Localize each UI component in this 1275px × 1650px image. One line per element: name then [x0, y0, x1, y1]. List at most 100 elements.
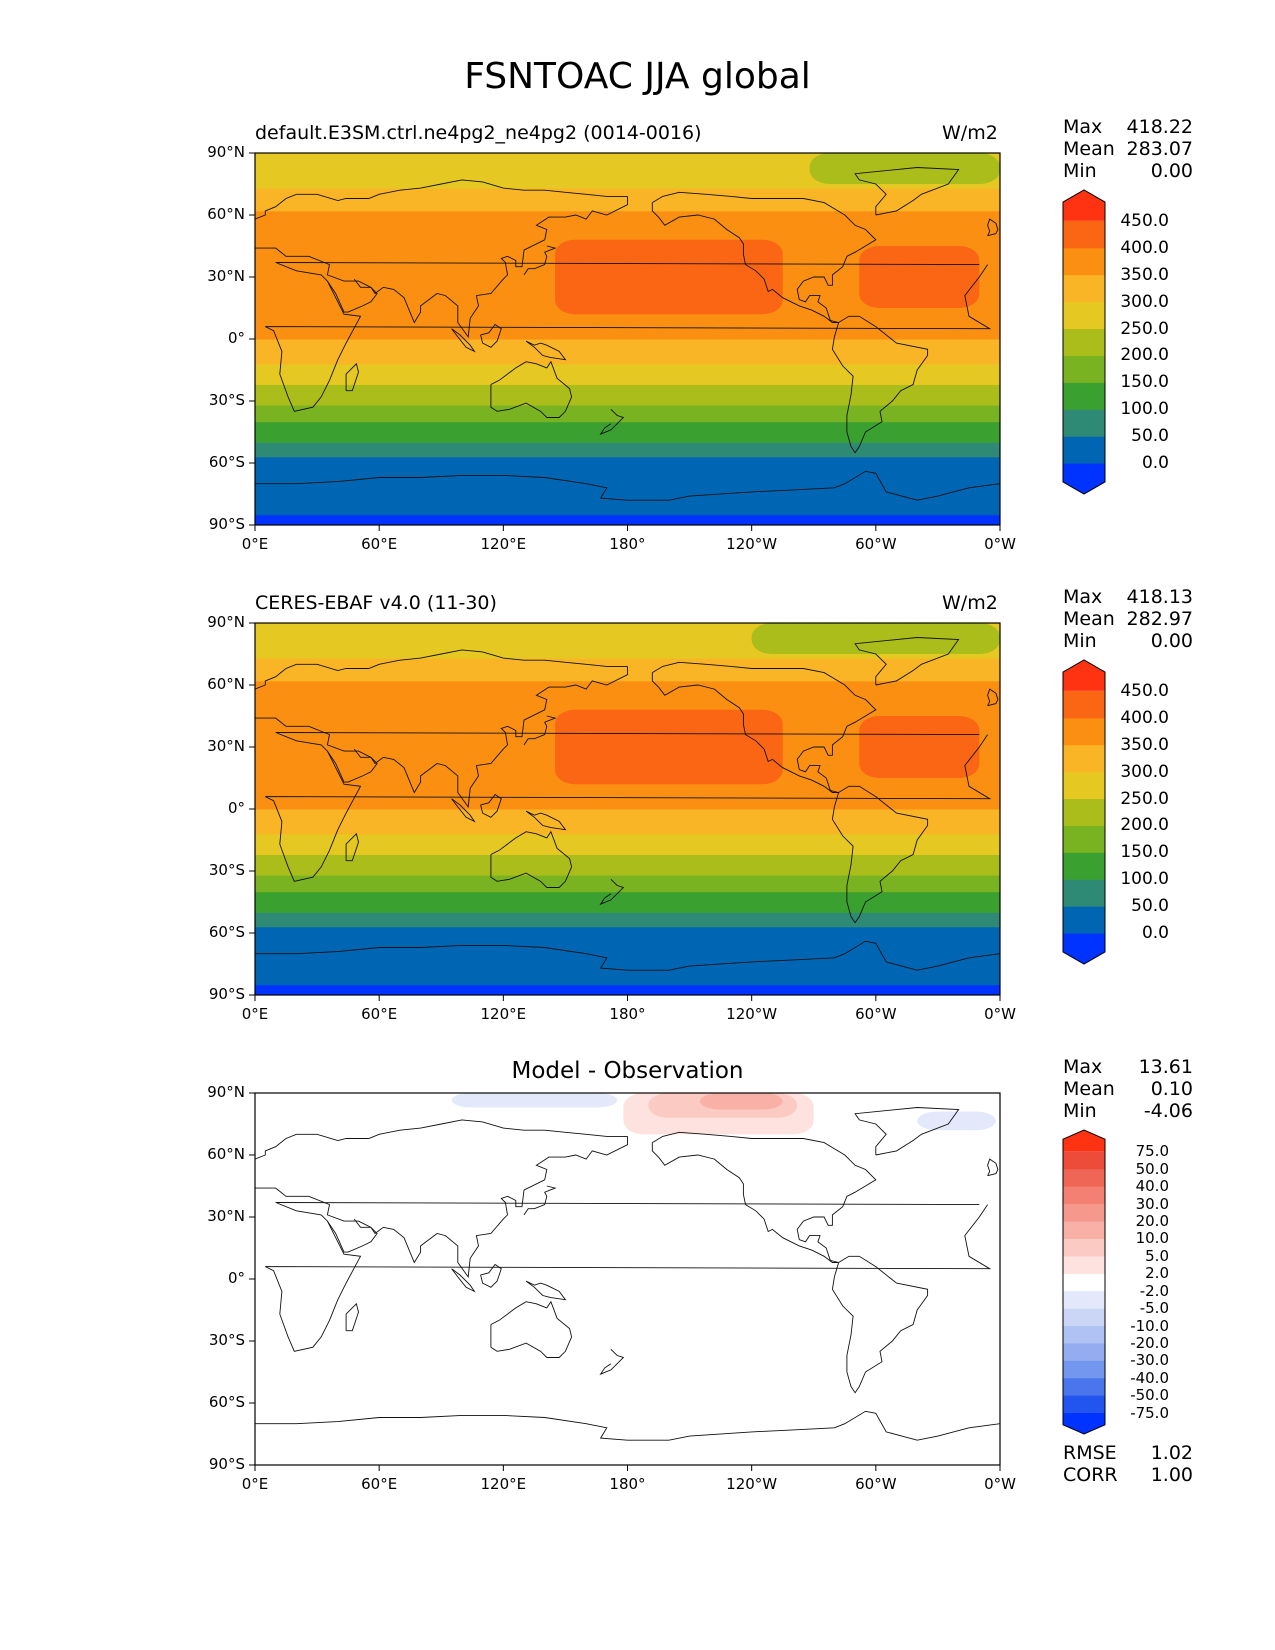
metric-corr: CORR 1.00 [1063, 1464, 1193, 1486]
field-layer [255, 1093, 1000, 1465]
coastline [525, 810, 567, 831]
coastline [451, 328, 476, 353]
colorbar-cell [1063, 1395, 1105, 1414]
colorbar-tick-label: -30.0 [1130, 1351, 1169, 1370]
x-tick-label: 60°E [361, 1475, 398, 1493]
colorbar-tick-label: 50.0 [1135, 1159, 1169, 1178]
coastline [327, 278, 378, 313]
coastline [255, 940, 1000, 971]
colorbar-tick-label: -50.0 [1130, 1386, 1169, 1405]
coastline [490, 360, 573, 418]
coastline [651, 661, 877, 793]
panel-title: Model - Observation [511, 1058, 744, 1084]
colorbar-cell [1063, 1412, 1105, 1434]
y-tick-label: 60°N [207, 205, 245, 223]
lat-band [255, 442, 1000, 458]
x-tick-label: 120°W [726, 1005, 778, 1023]
coastline [255, 196, 628, 339]
colorbar-tick-label: -5.0 [1139, 1299, 1169, 1318]
colorbar-cell [1063, 220, 1105, 249]
colorbar-cell [1063, 190, 1105, 221]
field-background [255, 1093, 1000, 1465]
colorbar-outline [1062, 659, 1106, 965]
colorbar-tick-label: 450.0 [1120, 680, 1169, 701]
stat-max: Max 418.13 [1063, 586, 1193, 608]
panel-units: W/m2 [942, 122, 998, 144]
y-tick-label: 60°S [208, 923, 245, 941]
colorbar-tick-label: -40.0 [1130, 1368, 1169, 1387]
x-tick-label: 0°E [241, 1475, 269, 1493]
lat-band [255, 782, 1000, 810]
coastline [987, 1158, 999, 1177]
colorbar-cell [1063, 798, 1105, 826]
map-panel-difference: Model - Observation Max 13.61 Mean 0.10 Mi… [0, 940, 1275, 1500]
coastline [255, 179, 628, 220]
x-tick-label: 120°E [480, 1475, 527, 1493]
coastline [599, 408, 625, 436]
figure-title: FSNTOAC JJA global [464, 56, 811, 97]
lat-band [255, 312, 1000, 340]
x-tick-label: 120°W [726, 1475, 778, 1493]
coastline [480, 793, 502, 818]
field-patch [859, 716, 980, 778]
coastline [651, 1131, 877, 1263]
colorbar-cell [1063, 382, 1105, 410]
colorbar-tick-label: 450.0 [1120, 210, 1169, 231]
y-tick-label: 0° [227, 799, 245, 817]
coastline [854, 1107, 960, 1156]
colorbar-tick-label: 150.0 [1120, 842, 1169, 863]
coastline [265, 1202, 992, 1352]
panel-units: W/m2 [942, 592, 998, 614]
y-tick-label: 90°N [207, 143, 245, 161]
x-tick-label: 60°W [855, 1475, 897, 1493]
x-tick-label: 60°E [361, 1005, 398, 1023]
colorbar-cell [1063, 1168, 1105, 1187]
colorbar-tick-label: 200.0 [1120, 345, 1169, 366]
colorbar-cell [1063, 660, 1105, 691]
panel-title: CERES-EBAF v4.0 (11-30) [255, 592, 497, 614]
stats-block: Max 418.22 Mean 283.07 Min 0.00 [1063, 116, 1193, 182]
y-tick-label: 0° [227, 329, 245, 347]
y-tick-label: 30°S [208, 391, 245, 409]
y-tick-label: 90°S [208, 985, 245, 1003]
map-panel-test: default.E3SM.ctrl.ne4pg2_ne4pg2 (0014-00… [0, 0, 1275, 553]
stat-min: Min -4.06 [1063, 1100, 1193, 1122]
colorbar-cell [1063, 1325, 1105, 1344]
coastline [831, 315, 929, 454]
coastline [854, 637, 960, 686]
x-tick-label: 0°W [984, 1005, 1016, 1023]
colorbar-cell [1063, 906, 1105, 934]
colorbar-cell [1063, 1377, 1105, 1396]
colorbar-cell [1063, 771, 1105, 800]
colorbar-tick-label: 300.0 [1120, 291, 1169, 312]
coastline [255, 666, 628, 809]
lat-band [255, 926, 1000, 986]
colorbar-cell [1063, 436, 1105, 464]
colorbar-outline [1062, 1129, 1106, 1435]
y-tick-label: 30°N [207, 267, 245, 285]
y-tick-label: 60°N [207, 1145, 245, 1163]
coastline [599, 878, 625, 906]
colorbar-tick-label: 400.0 [1120, 707, 1169, 728]
colorbar-tick-label: -20.0 [1130, 1333, 1169, 1352]
colorbar-tick-label: 30.0 [1135, 1194, 1169, 1213]
colorbar-cell [1063, 852, 1105, 880]
coastline [480, 1263, 502, 1288]
colorbar-cell [1063, 879, 1105, 907]
colorbar-tick-label: 400.0 [1120, 237, 1169, 258]
coastline [854, 167, 960, 216]
colorbar-tick-label: 50.0 [1131, 426, 1169, 447]
y-tick-label: 30°N [207, 737, 245, 755]
colorbar-tick-label: 75.0 [1135, 1142, 1169, 1161]
map-svg [249, 1092, 1106, 1471]
coastline [525, 1280, 567, 1301]
field-patch [751, 623, 1000, 654]
x-tick-label: 0°W [984, 1475, 1016, 1493]
field-patch [451, 1093, 618, 1108]
colorbar-tick-label: 40.0 [1135, 1177, 1169, 1196]
coastline [255, 470, 1000, 501]
lat-band [255, 384, 1000, 406]
coastline [599, 1348, 625, 1376]
colorbar-cell [1063, 1221, 1105, 1239]
